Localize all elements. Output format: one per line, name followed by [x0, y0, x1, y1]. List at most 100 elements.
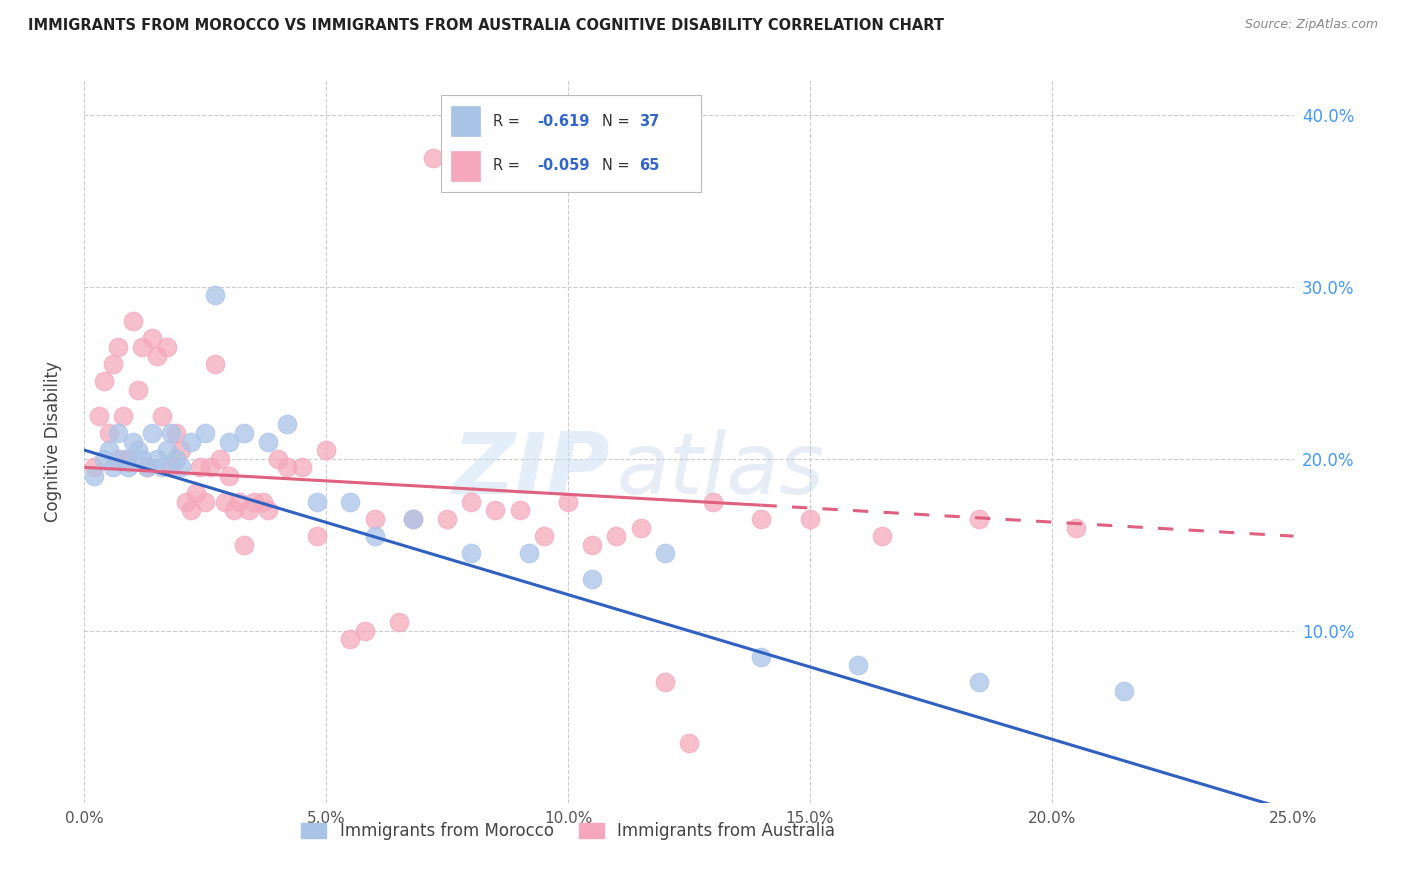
- Point: [103, 357, 125, 371]
- Point: [146, 451, 169, 466]
- Point: [305, 529, 328, 543]
- Point: [141, 331, 163, 345]
- Point: [557, 494, 579, 508]
- Point: [354, 624, 377, 638]
- Point: [194, 425, 217, 440]
- Point: [436, 512, 458, 526]
- Point: [872, 529, 894, 543]
- Point: [630, 520, 652, 534]
- Point: [422, 151, 444, 165]
- Point: [83, 469, 105, 483]
- Point: [87, 409, 110, 423]
- Point: [218, 434, 240, 449]
- Point: [208, 451, 231, 466]
- Point: [141, 425, 163, 440]
- Point: [112, 409, 135, 423]
- Point: [484, 503, 506, 517]
- Point: [121, 434, 143, 449]
- Text: atlas: atlas: [616, 429, 824, 512]
- Point: [155, 443, 177, 458]
- Point: [194, 494, 217, 508]
- Point: [131, 340, 153, 354]
- Point: [233, 425, 256, 440]
- Point: [276, 417, 298, 432]
- Point: [460, 546, 482, 560]
- Point: [107, 425, 129, 440]
- Point: [170, 443, 193, 458]
- Point: [155, 340, 177, 354]
- Point: [315, 443, 337, 458]
- Point: [180, 434, 202, 449]
- Point: [291, 460, 314, 475]
- Point: [581, 538, 603, 552]
- Point: [170, 460, 193, 475]
- Point: [121, 314, 143, 328]
- Point: [276, 460, 298, 475]
- Point: [233, 538, 256, 552]
- Point: [517, 546, 540, 560]
- Y-axis label: Cognitive Disability: Cognitive Disability: [44, 361, 62, 522]
- Point: [339, 632, 361, 647]
- Point: [1114, 684, 1136, 698]
- Point: [1064, 520, 1087, 534]
- Point: [751, 649, 773, 664]
- Point: [198, 460, 221, 475]
- Point: [218, 469, 240, 483]
- Text: Source: ZipAtlas.com: Source: ZipAtlas.com: [1244, 18, 1378, 31]
- Point: [654, 675, 676, 690]
- Point: [257, 434, 280, 449]
- Point: [83, 460, 105, 475]
- Point: [799, 512, 821, 526]
- Point: [165, 451, 187, 466]
- Point: [509, 503, 531, 517]
- Point: [117, 451, 139, 466]
- Point: [93, 375, 115, 389]
- Text: ZIP: ZIP: [453, 429, 610, 512]
- Point: [97, 443, 120, 458]
- Point: [160, 425, 183, 440]
- Point: [388, 615, 411, 630]
- Point: [103, 460, 125, 475]
- Point: [702, 494, 724, 508]
- Point: [107, 340, 129, 354]
- Point: [136, 460, 159, 475]
- Point: [150, 460, 173, 475]
- Point: [93, 451, 115, 466]
- Point: [605, 529, 627, 543]
- Point: [165, 425, 187, 440]
- Point: [967, 675, 990, 690]
- Point: [305, 494, 328, 508]
- Point: [127, 383, 149, 397]
- Point: [267, 451, 290, 466]
- Point: [967, 512, 990, 526]
- Point: [112, 451, 135, 466]
- Point: [224, 503, 246, 517]
- Point: [97, 425, 120, 440]
- Point: [180, 503, 202, 517]
- Point: [184, 486, 207, 500]
- Point: [146, 349, 169, 363]
- Point: [460, 494, 482, 508]
- Point: [751, 512, 773, 526]
- Point: [846, 658, 869, 673]
- Point: [238, 503, 260, 517]
- Point: [339, 494, 361, 508]
- Point: [678, 735, 700, 749]
- Point: [204, 357, 226, 371]
- Point: [160, 460, 183, 475]
- Point: [581, 572, 603, 586]
- Point: [654, 546, 676, 560]
- Text: IMMIGRANTS FROM MOROCCO VS IMMIGRANTS FROM AUSTRALIA COGNITIVE DISABILITY CORREL: IMMIGRANTS FROM MOROCCO VS IMMIGRANTS FR…: [28, 18, 943, 33]
- Point: [533, 529, 555, 543]
- Point: [136, 460, 159, 475]
- Legend: Immigrants from Morocco, Immigrants from Australia: Immigrants from Morocco, Immigrants from…: [292, 814, 844, 848]
- Point: [257, 503, 280, 517]
- Point: [204, 288, 226, 302]
- Point: [363, 529, 385, 543]
- Point: [242, 494, 264, 508]
- Point: [174, 494, 197, 508]
- Point: [117, 460, 139, 475]
- Point: [363, 512, 385, 526]
- Point: [150, 409, 173, 423]
- Point: [127, 443, 149, 458]
